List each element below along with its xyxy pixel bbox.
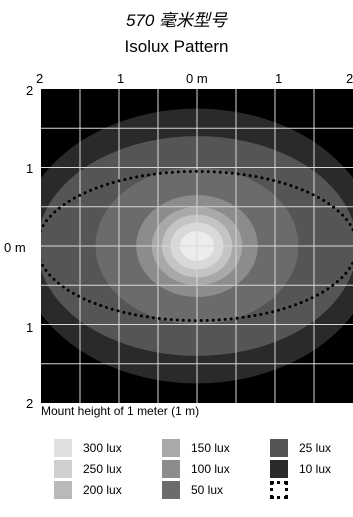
legend-item-25: 25 lux [270, 439, 331, 457]
legend-swatch [270, 439, 288, 457]
legend-label: 10 lux [299, 462, 332, 476]
legend-swatch [54, 481, 72, 499]
y-tick-label: 1 [26, 320, 34, 335]
legend-swatch [270, 460, 288, 478]
grid-layer [41, 89, 353, 403]
legend-label: 100 lux [191, 462, 230, 476]
legend: 300 lux 150 lux 25 lux 250 lux 100 lux 1… [54, 439, 353, 517]
legend-item-100: 100 lux [162, 460, 230, 478]
model-title: 570 毫米型号 [125, 11, 228, 30]
dotted-boundary-swatch [270, 481, 288, 499]
dotted-boundary [41, 169, 353, 323]
legend-item-50: 50 lux [162, 481, 223, 499]
x-tick-label: 2 [36, 71, 44, 86]
x-tick-label: 1 [117, 71, 125, 86]
legend-label: 25 lux [299, 441, 332, 455]
legend-label: 50 lux [191, 483, 224, 497]
legend-swatch [54, 460, 72, 478]
x-tick-label: 0 m [186, 71, 208, 86]
y-tick-label: 2 [26, 83, 34, 98]
legend-label: 150 lux [191, 441, 230, 455]
y-tick-label: 1 [26, 161, 34, 176]
legend-swatch [162, 481, 180, 499]
legend-item-250: 250 lux [54, 460, 122, 478]
legend-label: 300 lux [83, 441, 122, 455]
isolux-plot [41, 89, 353, 403]
legend-label: 200 lux [83, 483, 122, 497]
mount-height-caption: Mount height of 1 meter (1 m) [41, 404, 200, 418]
legend-label: 250 lux [83, 462, 122, 476]
legend-item-200: 200 lux [54, 481, 122, 499]
x-tick-label: 2 [346, 71, 353, 86]
y-tick-label: 2 [26, 396, 34, 411]
legend-item-150: 150 lux [162, 439, 230, 457]
legend-swatch [162, 439, 180, 457]
legend-item-10: 10 lux [270, 460, 331, 478]
legend-swatch [54, 439, 72, 457]
legend-item-dotted-boundary [270, 481, 288, 499]
chart-title: Isolux Pattern [124, 37, 229, 56]
x-tick-label: 1 [275, 71, 283, 86]
y-tick-label: 0 m [4, 240, 26, 255]
legend-swatch [162, 460, 180, 478]
boundary-layer [41, 169, 353, 323]
legend-item-300: 300 lux [54, 439, 122, 457]
